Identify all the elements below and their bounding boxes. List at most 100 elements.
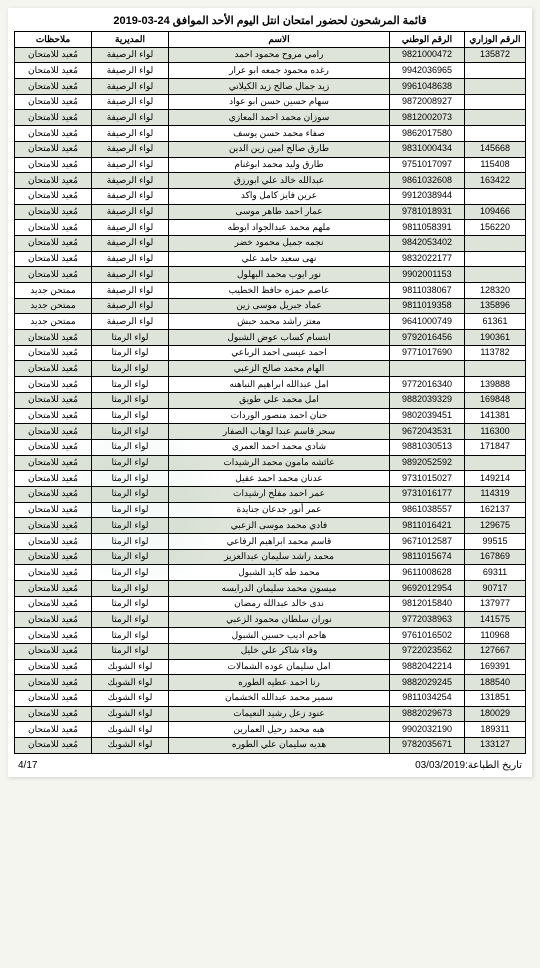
cell-notes: مُعيد للامتحان [15,722,92,738]
cell-directorate: لواء الرصيفة [92,141,169,157]
cell-name: محمد طه كايد الشبول [169,565,390,581]
cell-directorate: لواء الرمثا [92,612,169,628]
cell-national [390,361,465,377]
table-row: 1283209811038067عاصم حمزه حافظ الخطيبلوا… [15,283,526,299]
cell-ministerial: 141575 [465,612,526,628]
cell-national: 9942036965 [390,63,465,79]
print-date: تاريخ الطباعة:03/03/2019 [415,760,522,771]
cell-name: زيد جمال صالح زيد الكيلاني [169,79,390,95]
table-row: 1698489882039329امل محمد علي طويقلواء ال… [15,392,526,408]
cell-national: 9782035671 [390,737,465,753]
table-row: 1678699811015674محمد راشد سليمان عبدالعز… [15,549,526,565]
cell-ministerial: 113782 [465,345,526,361]
cell-ministerial: 162137 [465,502,526,518]
cell-directorate: لواء الرمثا [92,408,169,424]
cell-name: عمر أنور جدعان جنايدة [169,502,390,518]
cell-directorate: لواء الرصيفة [92,235,169,251]
cell-directorate: لواء الرمثا [92,377,169,393]
cell-ministerial: 128320 [465,283,526,299]
cell-name: عمر احمد مفلح ارشيدات [169,486,390,502]
cell-national: 9722023562 [390,643,465,659]
page-number: 4/17 [18,760,37,771]
cell-directorate: لواء الرمثا [92,471,169,487]
cell-notes: مُعيد للامتحان [15,565,92,581]
cell-directorate: لواء الرمثا [92,565,169,581]
cell-national: 9902032190 [390,722,465,738]
cell-national: 9671012587 [390,534,465,550]
cell-name: هاجم اديب حسين الشبول [169,628,390,644]
cell-notes: مُعيد للامتحان [15,502,92,518]
cell-national: 9811058391 [390,220,465,236]
cell-ministerial [465,110,526,126]
cell-directorate: لواء الرمثا [92,534,169,550]
cell-ministerial: 69311 [465,565,526,581]
cell-notes: مُعيد للامتحان [15,424,92,440]
cell-notes: مُعيد للامتحان [15,643,92,659]
cell-notes: مُعيد للامتحان [15,141,92,157]
cell-name: عرين فايز كامل واكد [169,188,390,204]
cell-notes: مُعيد للامتحان [15,659,92,675]
table-row: 1379779812015840ندى خالد عبدالله رمضانلو… [15,596,526,612]
cell-directorate: لواء الشوبك [92,737,169,753]
table-row: 9912038944عرين فايز كامل واكدلواء الرصيف… [15,188,526,204]
cell-ministerial: 99515 [465,534,526,550]
cell-name: نهى سعيد حامد علي [169,251,390,267]
table-row: 1398889772016340امل عبدالله ابراهيم النب… [15,377,526,393]
cell-ministerial: 129675 [465,518,526,534]
cell-notes: مُعيد للامتحان [15,126,92,142]
table-row: 1143199731016177عمر احمد مفلح ارشيداتلوا… [15,486,526,502]
cell-national: 9812002073 [390,110,465,126]
cell-name: رامي مروح محمود احمد [169,47,390,63]
cell-directorate: لواء الشوبك [92,659,169,675]
cell-notes: مُعيد للامتحان [15,439,92,455]
cell-notes: مُعيد للامتحان [15,110,92,126]
table-row: 1885409882029245رنا احمد عطيه الطورهلواء… [15,675,526,691]
cell-name: سوزان محمد احمد المعازي [169,110,390,126]
cell-ministerial [465,235,526,251]
cell-name: نور ايوب محمد البهلول [169,267,390,283]
table-row: 9942036965رغده محمود جمعه ابو عرارلواء ا… [15,63,526,79]
cell-notes: مُعيد للامتحان [15,361,92,377]
cell-ministerial [465,188,526,204]
cell-national: 9772016340 [390,377,465,393]
cell-ministerial: 169848 [465,392,526,408]
cell-directorate: لواء الرمثا [92,424,169,440]
cell-ministerial [465,267,526,283]
cell-directorate: لواء الرصيفة [92,126,169,142]
candidates-table: الرقم الوزاري الرقم الوطني الاسم المديري… [14,31,526,754]
cell-notes: مُعيد للامتحان [15,220,92,236]
table-row: 9842053402نجمه جميل محمود خضرلواء الرصيف… [15,235,526,251]
table-row: 1109689761016502هاجم اديب حسين الشبوللوا… [15,628,526,644]
table-row: 1492149731015027عدنان محمد احمد عقيللواء… [15,471,526,487]
cell-national: 9792016456 [390,330,465,346]
cell-national: 9882042214 [390,659,465,675]
cell-ministerial: 156220 [465,220,526,236]
table-row: 693119611008628محمد طه كايد الشبوللواء ا… [15,565,526,581]
table-row: 995159671012587قاسم محمد ابراهيم الرفاعي… [15,534,526,550]
cell-ministerial: 189311 [465,722,526,738]
cell-notes: مُعيد للامتحان [15,690,92,706]
document-page: قائمة المرشحون لحضور امتحان انتل اليوم ا… [8,8,532,777]
table-row: 1276679722023562وفاء شاكر علي خليللواء ا… [15,643,526,659]
table-header-row: الرقم الوزاري الرقم الوطني الاسم المديري… [15,32,526,48]
cell-name: عاصم حمزه حافظ الخطيب [169,283,390,299]
cell-directorate: لواء الرصيفة [92,110,169,126]
col-name: الاسم [169,32,390,48]
cell-national: 9882039329 [390,392,465,408]
cell-name: الهام محمد صالح الزعبي [169,361,390,377]
table-row: 1800299882029673عنود زعل رشيد النعيماتلو… [15,706,526,722]
cell-name: سهام حسين حسن ابو عواد [169,94,390,110]
cell-ministerial: 145668 [465,141,526,157]
cell-ministerial: 167869 [465,549,526,565]
cell-directorate: لواء الرصيفة [92,267,169,283]
cell-notes: مُعيد للامتحان [15,486,92,502]
cell-notes: مُعيد للامتحان [15,345,92,361]
cell-name: عائشه مامون محمد الرشيدات [169,455,390,471]
table-row: 9892052592عائشه مامون محمد الرشيداتلواء … [15,455,526,471]
cell-national: 9872008927 [390,94,465,110]
cell-national: 9761016502 [390,628,465,644]
cell-notes: مُعيد للامتحان [15,737,92,753]
table-row: 9832022177نهى سعيد حامد عليلواء الرصيفةم… [15,251,526,267]
cell-national: 9882029673 [390,706,465,722]
cell-ministerial: 135872 [465,47,526,63]
